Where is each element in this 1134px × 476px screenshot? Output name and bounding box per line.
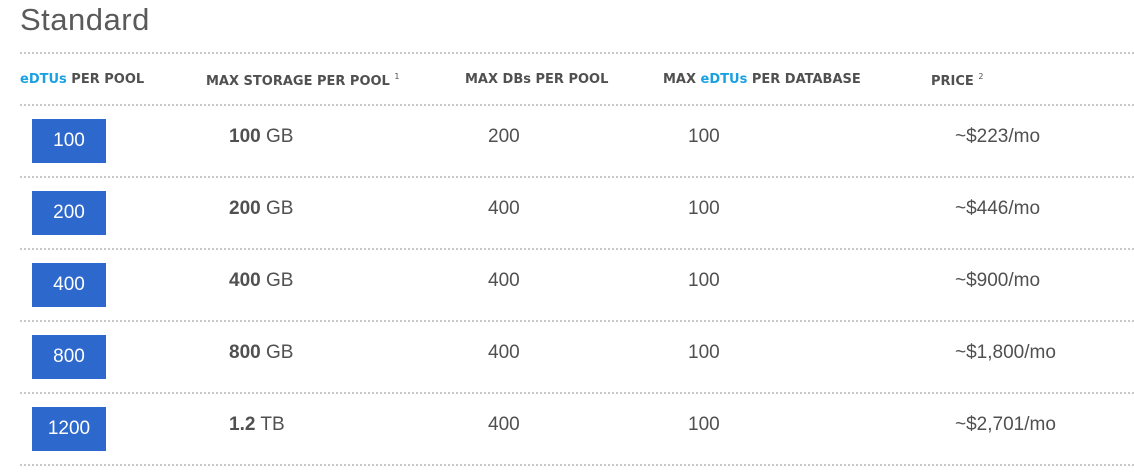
divider [20, 104, 1134, 106]
edtus-badge: 1200 [32, 407, 106, 451]
divider [20, 320, 1134, 322]
storage-unit: TB [255, 414, 285, 435]
edtus-badge: 800 [32, 335, 106, 379]
storage-value: 200 [229, 198, 261, 219]
storage-cell: 400 GB [229, 270, 293, 292]
max-edtus-db-cell: 100 [688, 198, 720, 219]
edtus-badge: 100 [32, 119, 106, 163]
price-cell: ~$446/mo [955, 198, 1041, 219]
price-cell: ~$223/mo [955, 126, 1041, 147]
edtus-badge: 400 [32, 263, 106, 307]
header-text: MAX [663, 72, 701, 87]
storage-cell: 100 GB [229, 126, 293, 148]
header-price: PRICE 2 [931, 72, 983, 89]
max-dbs-cell: 400 [488, 198, 520, 219]
divider [20, 464, 1134, 466]
header-highlight: eDTUs [700, 72, 748, 87]
storage-cell: 200 GB [229, 198, 293, 220]
storage-unit: GB [260, 342, 294, 363]
storage-cell: 800 GB [229, 342, 293, 364]
footnote-marker: 2 [978, 72, 984, 81]
storage-unit: GB [260, 270, 294, 291]
header-edtus-per-pool: eDTUs PER POOL [20, 72, 144, 87]
table-row: 200 200 GB 400 100 ~$446/mo [0, 178, 1134, 250]
storage-value: 400 [229, 270, 261, 291]
storage-unit: GB [260, 198, 294, 219]
price-cell: ~$900/mo [955, 270, 1041, 291]
edtus-badge: 200 [32, 191, 106, 235]
header-text: PER DATABASE [747, 72, 861, 87]
header-text: PRICE [931, 74, 974, 89]
divider [20, 248, 1134, 250]
table-row: 400 400 GB 400 100 ~$900/mo [0, 250, 1134, 322]
max-dbs-cell: 400 [488, 270, 520, 291]
storage-cell: 1.2 TB [229, 414, 285, 436]
max-edtus-db-cell: 100 [688, 270, 720, 291]
max-dbs-cell: 400 [488, 342, 520, 363]
price-cell: ~$1,800/mo [955, 342, 1056, 363]
footnote-marker: 1 [394, 72, 400, 81]
price-cell: ~$2,701/mo [955, 414, 1056, 435]
storage-value: 1.2 [229, 414, 256, 435]
max-edtus-db-cell: 100 [688, 126, 720, 147]
max-edtus-db-cell: 100 [688, 414, 720, 435]
header-max-storage: MAX STORAGE PER POOL 1 [206, 72, 399, 89]
header-max-edtus-per-db: MAX eDTUs PER DATABASE [663, 72, 861, 87]
header-text: PER POOL [66, 72, 145, 87]
storage-value: 100 [229, 126, 261, 147]
divider [20, 176, 1134, 178]
storage-value: 800 [229, 342, 261, 363]
max-dbs-cell: 200 [488, 126, 520, 147]
max-dbs-cell: 400 [488, 414, 520, 435]
section-title: Standard [20, 2, 150, 37]
header-highlight: eDTUs [20, 72, 67, 87]
table-row: 1200 1.2 TB 400 100 ~$2,701/mo [0, 394, 1134, 466]
storage-unit: GB [260, 126, 294, 147]
header-max-dbs: MAX DBs PER POOL [465, 72, 609, 87]
divider [20, 52, 1134, 54]
divider [20, 392, 1134, 394]
max-edtus-db-cell: 100 [688, 342, 720, 363]
table-row: 100 100 GB 200 100 ~$223/mo [0, 106, 1134, 178]
table-row: 800 800 GB 400 100 ~$1,800/mo [0, 322, 1134, 394]
header-text: MAX STORAGE PER POOL [206, 74, 390, 89]
